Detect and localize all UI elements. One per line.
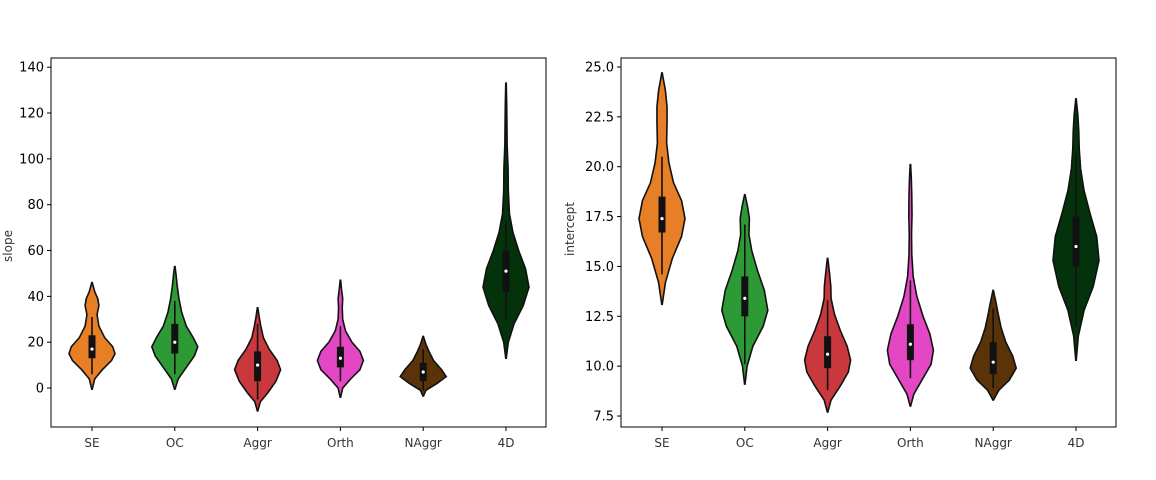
slope-x-tick-label-se: SE <box>84 436 99 450</box>
intercept-y-tick-label-3: 15.0 <box>585 260 614 275</box>
intercept-violin-orth-iqr-box <box>906 324 914 361</box>
intercept-violin-aggr-median-dot <box>826 352 830 356</box>
slope-x-ticks: SE OC Aggr Orth NAggr 4D <box>84 427 514 450</box>
slope-violin-oc-median-dot <box>173 340 177 344</box>
slope-y-ticks: 0 20 40 60 80 100 120 140 <box>19 61 51 397</box>
intercept-panel: 7.5 10.0 12.5 15.0 17.5 20.0 22.5 25.0 SE OC Aggr… <box>563 57 1117 450</box>
slope-panel: 0 20 40 60 80 100 120 140 SE OC Aggr Orth NAggr 4D s… <box>1 57 547 450</box>
intercept-x-tick-label-orth: Orth <box>897 436 924 450</box>
slope-violins <box>68 82 530 412</box>
intercept-violin-naggr-median-dot <box>991 360 995 364</box>
slope-x-tick-label-4d: 4D <box>498 436 515 450</box>
intercept-y-tick-label-6: 22.5 <box>585 110 614 125</box>
slope-plot-frame <box>50 57 547 428</box>
intercept-x-tick-label-4d: 4D <box>1068 436 1085 450</box>
slope-violin-4d <box>482 82 530 360</box>
intercept-violin-4d-median-dot <box>1074 244 1078 249</box>
intercept-violin-naggr-iqr-box <box>989 342 997 375</box>
intercept-x-tick-label-oc: OC <box>736 436 754 450</box>
intercept-x-tick-label-aggr: Aggr <box>813 436 841 450</box>
intercept-y-ticks: 7.5 10.0 12.5 15.0 17.5 20.0 22.5 25.0 <box>585 60 621 425</box>
intercept-violin-aggr-iqr-box <box>824 336 832 369</box>
slope-y-tick-label-0: 0 <box>36 382 44 397</box>
slope-violin-orth-median-dot <box>338 356 342 360</box>
slope-x-tick-label-aggr: Aggr <box>243 436 271 450</box>
intercept-y-tick-label-5: 20.0 <box>585 160 614 175</box>
slope-x-tick-label-orth: Orth <box>327 436 354 450</box>
intercept-violin-orth-median-dot <box>908 342 913 346</box>
slope-y-tick-label-4: 80 <box>27 198 44 213</box>
intercept-violin-se-iqr-box <box>658 196 666 233</box>
intercept-y-axis-label: intercept <box>563 202 577 256</box>
slope-y-tick-label-7: 140 <box>19 61 44 76</box>
intercept-violins <box>638 72 1100 413</box>
slope-violin-oc-iqr-box <box>171 323 179 354</box>
slope-y-tick-label-2: 40 <box>27 290 44 305</box>
slope-y-axis-label: slope <box>1 230 15 262</box>
intercept-y-tick-label-2: 12.5 <box>585 310 614 325</box>
slope-y-tick-label-1: 20 <box>27 336 44 351</box>
slope-x-tick-label-naggr: NAggr <box>405 436 442 450</box>
slope-y-tick-label-3: 60 <box>27 244 44 259</box>
slope-violin-4d-median-dot <box>504 269 508 273</box>
intercept-violin-4d-iqr-box <box>1072 216 1080 267</box>
intercept-y-tick-label-4: 17.5 <box>585 210 614 225</box>
slope-violin-se-median-dot <box>90 347 94 351</box>
intercept-y-tick-label-7: 25.0 <box>585 60 614 75</box>
slope-y-tick-label-5: 100 <box>19 152 44 167</box>
intercept-y-tick-label-1: 10.0 <box>585 360 614 375</box>
slope-y-tick-label-6: 120 <box>19 107 44 122</box>
intercept-x-tick-label-naggr: NAggr <box>975 436 1012 450</box>
intercept-plot-frame <box>620 57 1117 428</box>
slope-violin-se-iqr-box <box>88 335 96 359</box>
slope-violin-naggr-median-dot <box>421 370 425 374</box>
intercept-violin-se-median-dot <box>660 216 664 221</box>
slope-x-tick-label-oc: OC <box>166 436 184 450</box>
intercept-violin-oc-iqr-box <box>741 276 749 317</box>
intercept-violin-oc-median-dot <box>743 296 747 300</box>
intercept-y-tick-label-0: 7.5 <box>593 410 614 425</box>
intercept-x-ticks: SE OC Aggr Orth NAggr 4D <box>654 427 1084 450</box>
slope-violin-aggr-median-dot <box>256 363 260 367</box>
intercept-x-tick-label-se: SE <box>654 436 669 450</box>
